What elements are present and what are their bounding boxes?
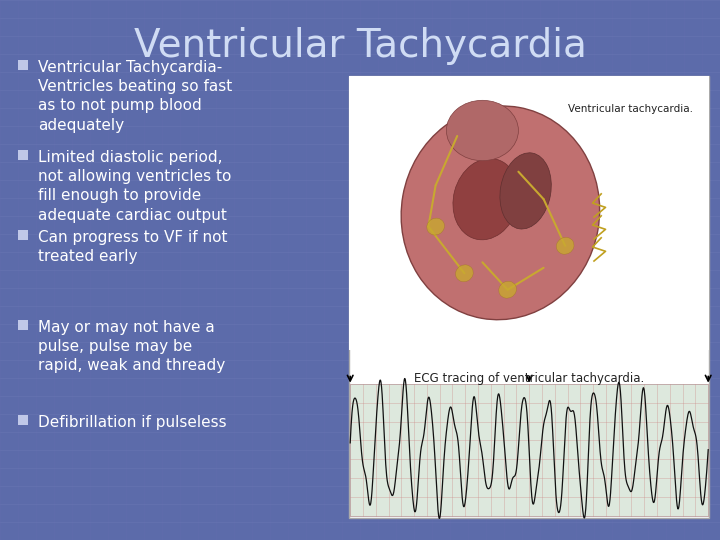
FancyBboxPatch shape — [18, 320, 28, 330]
Text: May or may not have a
pulse, pulse may be
rapid, weak and thready: May or may not have a pulse, pulse may b… — [38, 320, 225, 373]
FancyBboxPatch shape — [18, 150, 28, 160]
Text: Defibrillation if pulseless: Defibrillation if pulseless — [38, 415, 227, 430]
Ellipse shape — [500, 153, 552, 229]
FancyBboxPatch shape — [349, 76, 709, 350]
Ellipse shape — [499, 281, 516, 298]
FancyBboxPatch shape — [18, 60, 28, 70]
Text: Can progress to VF if not
treated early: Can progress to VF if not treated early — [38, 230, 228, 264]
Text: Ventricular Tachycardia-
Ventricles beating so fast
as to not pump blood
adequat: Ventricular Tachycardia- Ventricles beat… — [38, 60, 233, 133]
Text: ECG tracing of ventricular tachycardia.: ECG tracing of ventricular tachycardia. — [414, 373, 644, 386]
Text: Ventricular Tachycardia: Ventricular Tachycardia — [134, 27, 586, 65]
Ellipse shape — [453, 158, 519, 240]
FancyBboxPatch shape — [350, 383, 708, 516]
Ellipse shape — [456, 265, 473, 282]
FancyBboxPatch shape — [18, 415, 28, 425]
FancyBboxPatch shape — [18, 230, 28, 240]
Ellipse shape — [401, 106, 600, 320]
Ellipse shape — [427, 218, 444, 235]
FancyBboxPatch shape — [349, 76, 709, 518]
Text: Limited diastolic period,
not allowing ventricles to
fill enough to provide
adeq: Limited diastolic period, not allowing v… — [38, 150, 231, 222]
Ellipse shape — [557, 238, 574, 254]
Text: Ventricular tachycardia.: Ventricular tachycardia. — [567, 104, 693, 113]
Ellipse shape — [446, 100, 518, 161]
